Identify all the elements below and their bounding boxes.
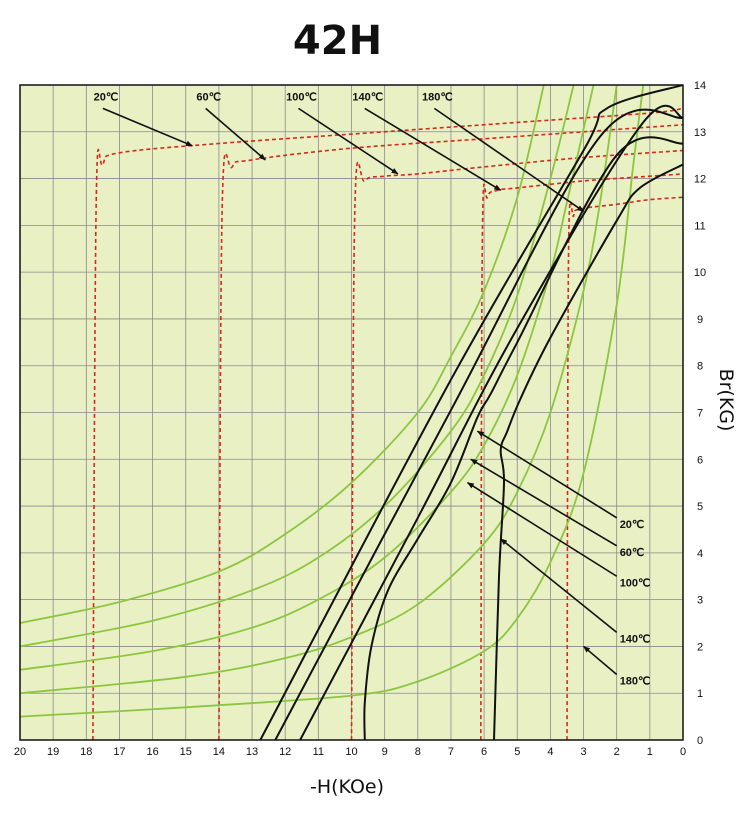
x-tick-label: 1: [647, 746, 653, 758]
annotation-arrow-top: [205, 107, 266, 161]
annotation-arrow-right: [470, 458, 618, 547]
demag-curve-180c: [493, 163, 683, 740]
x-tick-label: 8: [415, 746, 421, 758]
x-tick-label: 7: [448, 746, 454, 758]
x-tick-label: 5: [514, 746, 520, 758]
load-line: [20, 85, 595, 671]
annotation-arrow-top: [298, 107, 399, 175]
demag-curve-60c: [274, 108, 683, 740]
y-tick-label: 8: [697, 361, 703, 373]
annotation-label-right: 60℃: [620, 547, 645, 559]
y-axis-label: Br(KG): [715, 369, 737, 432]
bh-curve-20c: [92, 107, 683, 740]
x-tick-label: 16: [146, 746, 158, 758]
y-tick-label: 12: [694, 174, 706, 186]
x-tick-label: 9: [382, 746, 388, 758]
bh-curve-140c: [480, 173, 683, 740]
bh-curve-60c: [218, 124, 683, 740]
y-tick-label: 9: [697, 314, 703, 326]
demag-curve-140c: [363, 136, 683, 740]
annotation-label-right: 140℃: [620, 633, 651, 645]
annotations: 20℃ 60℃ 100℃ 140℃ 180℃ 20℃ 60℃ 100℃ 140℃ 180℃: [94, 91, 651, 687]
x-tick-label: 17: [113, 746, 125, 758]
x-tick-labels: 20 19 18 17 16 15 14 13 12 11 10 9 8 7 6 5 4 3 2 1 0: [14, 746, 686, 758]
load-lines: [20, 85, 645, 718]
annotation-arrow-top: [364, 107, 502, 191]
annotation-label-right: 20℃: [620, 519, 645, 531]
x-tick-label: 4: [547, 746, 553, 758]
load-line: [20, 85, 618, 695]
y-tick-label: 1: [697, 688, 703, 700]
grid: [19, 84, 684, 741]
x-tick-label: 2: [614, 746, 620, 758]
demag-curve-20c: [259, 85, 683, 740]
annotation-label-top: 20℃: [94, 91, 119, 103]
x-tick-label: 14: [213, 746, 225, 758]
y-tick-label: 3: [697, 595, 703, 607]
annotation-label-top: 60℃: [196, 91, 221, 103]
demag-curve-100c: [299, 104, 683, 740]
x-tick-label: 19: [47, 746, 59, 758]
x-tick-label: 0: [680, 746, 686, 758]
annotation-arrow-right: [466, 482, 618, 577]
x-tick-label: 10: [345, 746, 357, 758]
y-tick-label: 7: [697, 408, 703, 420]
x-tick-label: 11: [313, 746, 324, 758]
y-tick-label: 10: [694, 267, 706, 279]
plot-frame: [19, 84, 684, 741]
x-tick-label: 3: [580, 746, 586, 758]
chart-title: 42H: [292, 18, 383, 64]
y-tick-label: 5: [697, 501, 703, 513]
demag-curves: [259, 85, 683, 740]
annotation-label-top: 180℃: [422, 91, 453, 103]
y-tick-label: 14: [694, 80, 706, 92]
bh-curves: [92, 107, 683, 740]
y-tick-label: 6: [697, 454, 703, 466]
y-tick-label: 2: [697, 641, 703, 653]
y-tick-label: 11: [694, 220, 705, 232]
annotation-arrow-right: [500, 538, 618, 634]
annotation-label-right: 180℃: [620, 676, 651, 688]
x-tick-label: 13: [246, 746, 258, 758]
y-tick-label: 0: [697, 735, 703, 747]
x-axis-label: -H(KOe): [310, 776, 384, 798]
annotation-arrow-top: [102, 107, 194, 147]
annotation-label-right: 100℃: [620, 577, 651, 589]
y-tick-label: 4: [697, 548, 703, 560]
x-tick-label: 12: [279, 746, 291, 758]
load-line: [20, 85, 545, 624]
annotation-label-top: 100℃: [286, 91, 317, 103]
y-tick-label: 13: [694, 127, 706, 139]
x-tick-label: 20: [14, 746, 26, 758]
x-tick-label: 18: [80, 746, 92, 758]
bh-curve-180c: [566, 196, 683, 740]
annotation-arrow-right: [583, 645, 618, 676]
annotation-label-top: 140℃: [352, 91, 383, 103]
load-line: [20, 85, 645, 718]
x-tick-label: 15: [180, 746, 192, 758]
annotation-arrow-top: [433, 107, 585, 212]
bh-curve-100c: [350, 149, 683, 740]
annotation-arrow-right: [476, 430, 618, 519]
x-tick-label: 6: [481, 746, 487, 758]
